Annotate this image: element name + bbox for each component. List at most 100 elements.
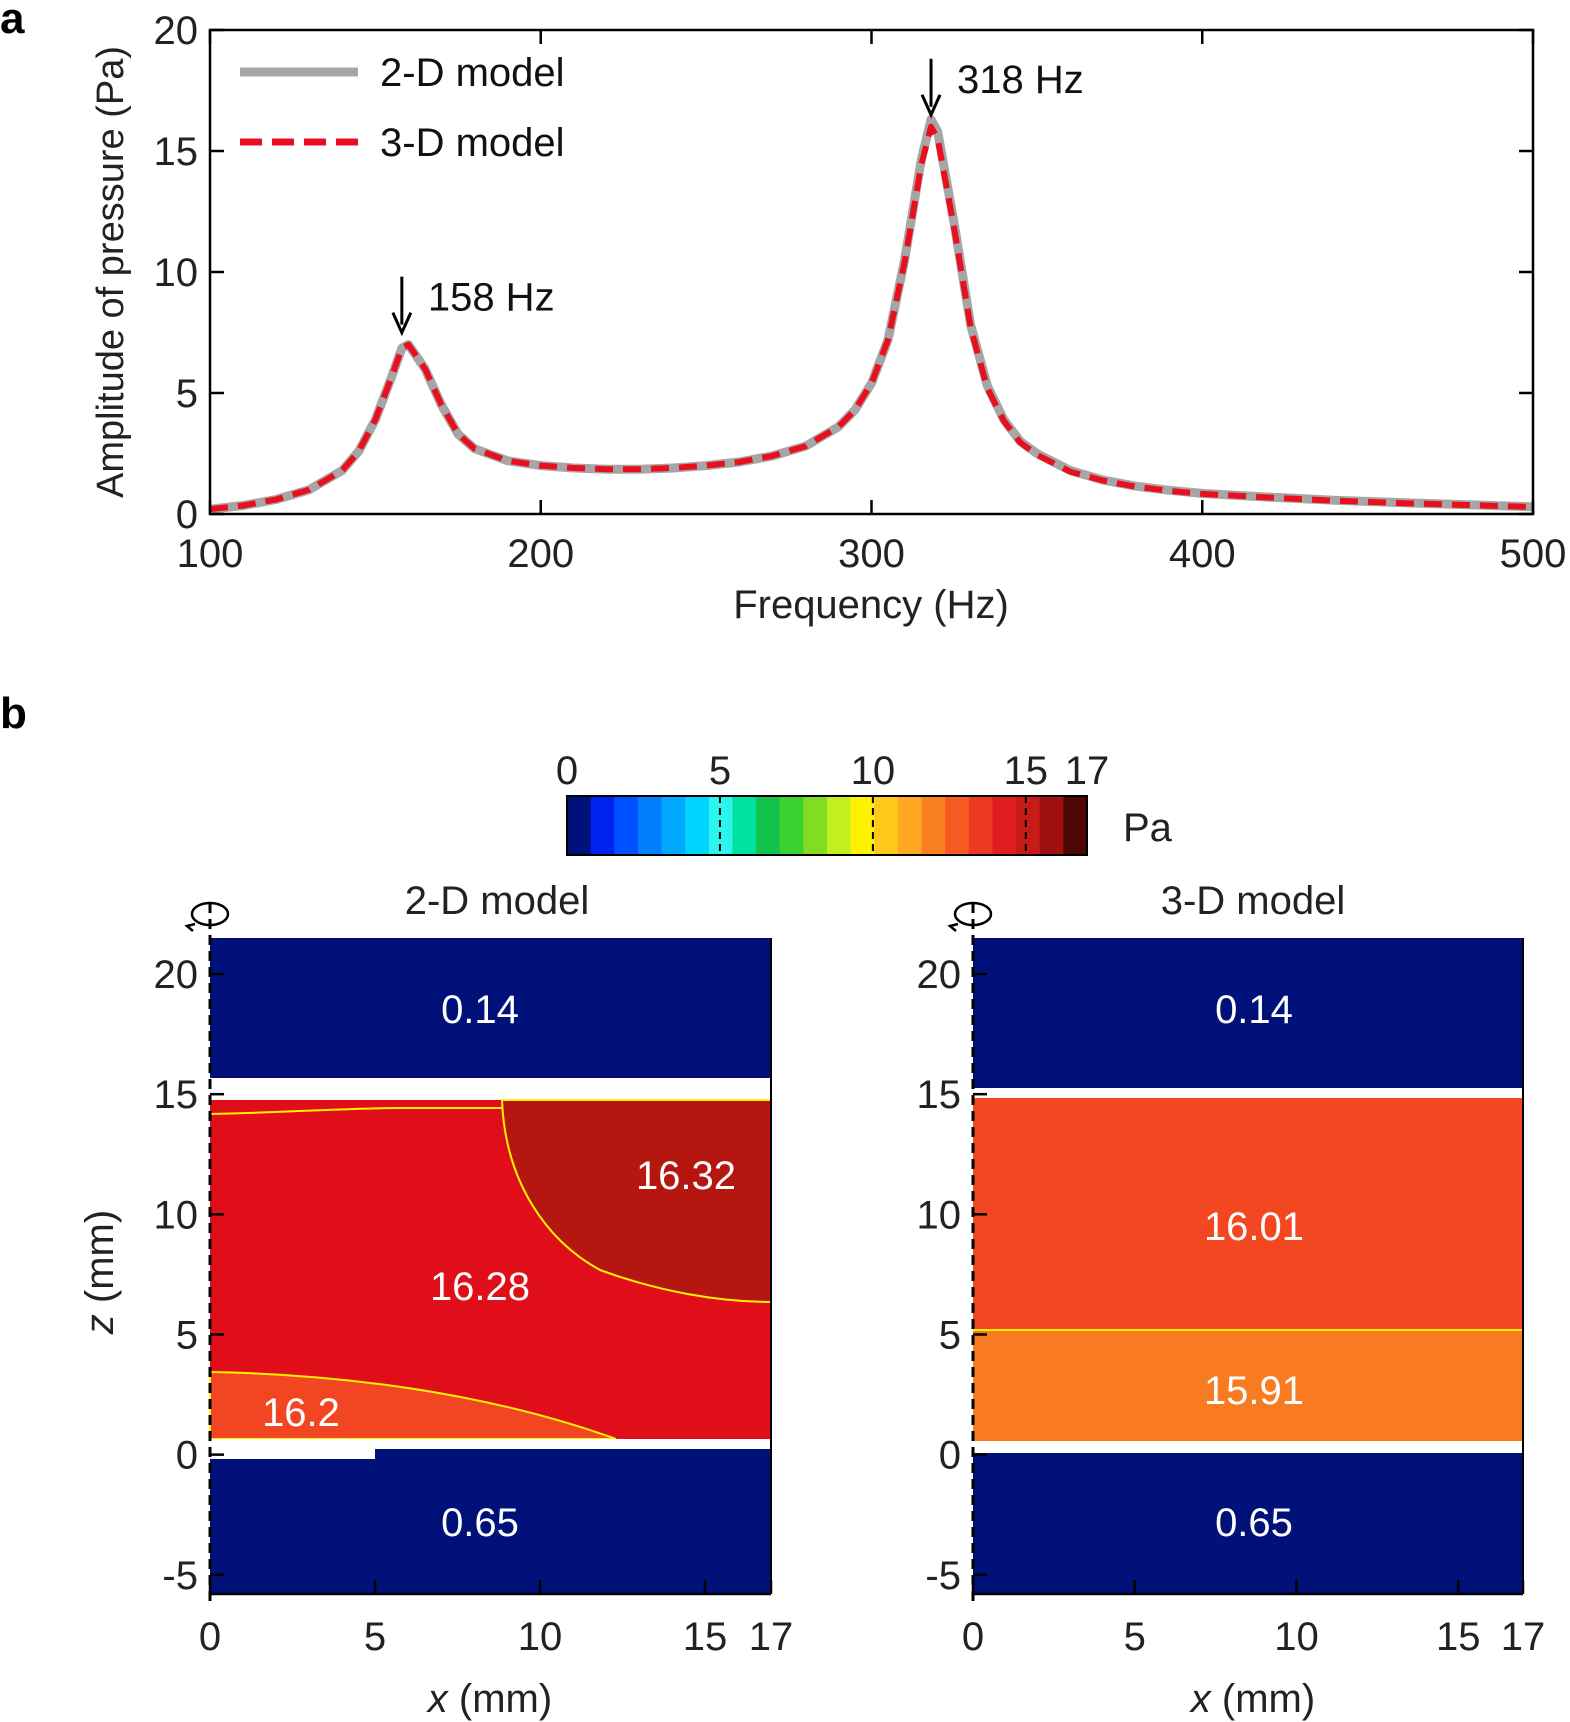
colorbar-level [685, 796, 710, 855]
colorbar-tick-label: 0 [556, 749, 578, 793]
colorbar-level [1016, 796, 1041, 855]
value-label: 0.65 [1215, 1501, 1293, 1545]
axis-ticks: 100 200 300 400 500 0 5 10 15 20 [154, 9, 1567, 576]
panel-title-3d: 3-D model [1161, 879, 1346, 923]
x-tick-label: 10 [518, 1615, 563, 1659]
colorbar: 0 5 10 15 17 Pa [556, 749, 1173, 856]
legend-label: 3-D model [380, 121, 565, 165]
colorbar-level [874, 796, 899, 855]
colorbar-level [1039, 796, 1064, 855]
region-15-91 [973, 1330, 1523, 1441]
colorbar-level [590, 796, 615, 855]
colorbar-level [850, 796, 875, 855]
colorbar-tick-label: 10 [851, 749, 896, 793]
x-tick-label: 100 [177, 532, 244, 576]
wall-bottom-3d [973, 1441, 1523, 1453]
colorbar-levels [567, 796, 1088, 855]
peak-annotation: 318 Hz [920, 58, 1084, 119]
colorbar-level [968, 796, 994, 855]
panel-label-a: a [0, 0, 25, 43]
y-tick-label: 5 [176, 372, 198, 416]
x-tick-label: 10 [1274, 1615, 1319, 1659]
y-tick-label: 10 [154, 251, 199, 295]
y-axis-label: Amplitude of pressure (Pa) [90, 46, 132, 498]
y-tick-label: 15 [154, 1073, 199, 1117]
y-tick-label: 15 [154, 130, 199, 174]
x-tick-label: 15 [683, 1615, 728, 1659]
y-tick-label: 10 [917, 1193, 962, 1237]
value-label: 16.32 [636, 1154, 736, 1198]
legend: 2-D model 3-D model [240, 51, 565, 165]
series-line-2 [209, 123, 1534, 513]
panel-title-2d: 2-D model [405, 879, 590, 923]
legend-label: 2-D model [380, 51, 565, 95]
y-tick-label: 5 [939, 1313, 961, 1357]
series-group [209, 115, 1534, 514]
x-tick-label: 200 [507, 532, 574, 576]
colorbar-ticks: 0 5 10 15 17 [556, 749, 1109, 855]
value-label: 0.14 [1215, 988, 1293, 1032]
colorbar-level [827, 796, 852, 855]
wall-top-2d [210, 1078, 771, 1086]
colorbar-level [567, 796, 592, 855]
value-label: 0.14 [441, 988, 519, 1032]
region-top-2d [210, 938, 771, 1078]
region-16-01 [973, 1098, 1523, 1330]
peak-annotation: 158 Hz [391, 276, 555, 337]
region-top-3d [973, 938, 1523, 1088]
region-bottom-3d [973, 1453, 1523, 1594]
colorbar-level [779, 796, 804, 855]
peak-annotations: 158 Hz 318 Hz [391, 58, 1084, 337]
region-bottom-wide-2d [375, 1449, 771, 1459]
x-axis-label-2d: x (mm) [426, 1677, 552, 1721]
y-tick-label: 0 [939, 1434, 961, 1478]
frequency-response-chart: 100 200 300 400 500 0 5 10 15 20 158 Hz 318 Hz 2-D… [90, 9, 1566, 627]
plot-frame [208, 28, 1535, 516]
gap-top-2d [210, 1078, 380, 1088]
y-tick-label: 20 [154, 9, 199, 53]
value-label: 15.91 [1204, 1369, 1304, 1413]
region-bottom-2d [210, 1459, 771, 1594]
y-tick-label: -5 [162, 1554, 198, 1598]
y-tick-label: 0 [176, 1434, 198, 1478]
x-tick-label: 17 [1501, 1615, 1546, 1659]
colorbar-level [921, 796, 946, 855]
wall-bottom-2d [210, 1439, 771, 1449]
colorbar-level [803, 796, 828, 855]
field-map-3d: 3-D model 0.14 16.01 15.91 0.65 0 5 10 15 17… [917, 879, 1546, 1721]
y-tick-label: 20 [154, 953, 199, 997]
y-tick-label: -5 [925, 1554, 961, 1598]
colorbar-level [732, 796, 757, 855]
peak-label: 318 Hz [957, 58, 1084, 102]
colorbar-unit: Pa [1123, 806, 1173, 850]
colorbar-level [637, 796, 663, 855]
x-tick-label: 5 [1124, 1615, 1146, 1659]
gap-bottom-2d [210, 1449, 375, 1459]
value-label: 16.28 [430, 1265, 530, 1309]
y-tick-label: 5 [176, 1313, 198, 1357]
y-tick-label: 10 [154, 1193, 199, 1237]
region-low-2d [210, 1089, 771, 1102]
contour-upper [209, 1107, 502, 1115]
colorbar-level [945, 796, 970, 855]
value-label: 0.65 [441, 1501, 519, 1545]
colorbar-level [661, 796, 686, 855]
colorbar-level [992, 796, 1017, 855]
value-label: 16.2 [262, 1391, 340, 1435]
y-tick-label: 0 [176, 493, 198, 537]
colorbar-tick-label: 17 [1065, 749, 1110, 793]
field-map-2d: 2-D model 0.14 16.32 16.28 16.2 0.65 0 5 1… [78, 879, 793, 1721]
colorbar-tick-label: 5 [709, 749, 731, 793]
x-axis-label: Frequency (Hz) [733, 583, 1009, 627]
y-tick-label: 15 [917, 1073, 962, 1117]
x-tick-label: 300 [838, 532, 905, 576]
x-tick-label: 0 [962, 1615, 984, 1659]
x-axis-label-3d: x (mm) [1189, 1677, 1315, 1721]
region-16-2 [209, 1370, 617, 1440]
colorbar-level [614, 796, 639, 855]
x-tick-label: 400 [1169, 532, 1236, 576]
peak-label: 158 Hz [428, 276, 555, 320]
y-tick-label: 20 [917, 953, 962, 997]
